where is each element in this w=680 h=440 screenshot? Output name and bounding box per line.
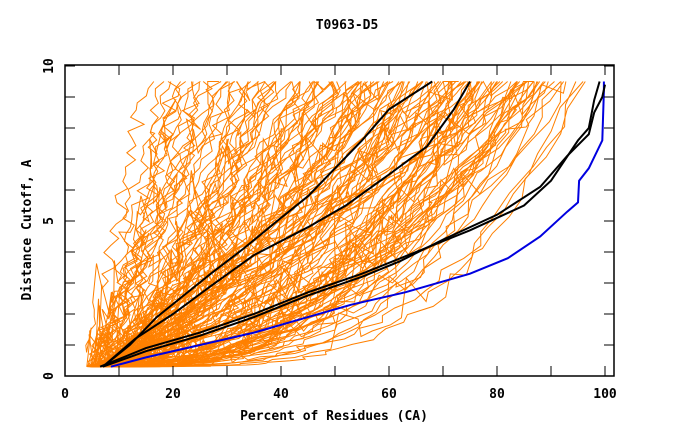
background-model-curve	[105, 81, 260, 368]
background-model-curve	[114, 81, 368, 368]
y-axis-ticks	[65, 65, 614, 377]
background-model-curve	[108, 81, 276, 368]
y-tick-label: 0	[42, 372, 57, 380]
highlight-blue-curve	[110, 81, 605, 368]
chart-title: T0963-D5	[316, 18, 379, 33]
highlight-black-1-curve	[102, 80, 433, 368]
background-model-curve	[95, 81, 470, 367]
highlighted-model-curves	[99, 80, 606, 368]
x-tick-label: 40	[273, 387, 289, 402]
y-axis-tick-labels: 0 5 10	[42, 58, 57, 380]
background-model-curve	[116, 81, 544, 368]
x-axis-tick-labels: 0 20 40 60 80 100	[61, 387, 617, 402]
x-axis-label: Percent of Residues (CA)	[240, 409, 428, 424]
background-model-curve	[95, 81, 172, 367]
background-model-curve	[109, 81, 518, 368]
x-tick-label: 20	[165, 387, 181, 402]
background-model-curve	[102, 81, 200, 368]
background-model-curve	[110, 81, 528, 368]
background-model-curve	[96, 81, 442, 368]
background-model-curve	[85, 81, 155, 367]
highlight-black-2-curve	[102, 80, 471, 368]
background-model-curve	[105, 81, 231, 368]
background-model-curve	[109, 81, 586, 368]
background-model-curve	[97, 81, 565, 368]
background-model-curve	[90, 81, 242, 367]
background-model-curve	[103, 81, 341, 367]
x-tick-label: 60	[381, 387, 397, 402]
background-model-curve	[92, 81, 577, 368]
background-model-curves	[85, 80, 586, 368]
background-model-curve	[106, 81, 301, 368]
highlight-black-3-curve	[99, 81, 601, 368]
background-model-curve	[115, 81, 546, 368]
background-model-curve	[90, 81, 528, 368]
background-model-curve	[106, 80, 501, 368]
background-model-curve	[105, 81, 535, 368]
y-axis-label: Distance Cutoff, A	[20, 159, 35, 300]
background-model-curve	[88, 81, 492, 368]
background-model-curve	[96, 81, 555, 368]
background-model-curve	[110, 81, 492, 368]
background-model-curve	[98, 81, 562, 368]
x-tick-label: 80	[489, 387, 505, 402]
background-model-curve	[97, 81, 467, 367]
background-model-curve	[112, 81, 518, 368]
background-model-curve	[95, 81, 504, 368]
y-tick-label: 10	[42, 58, 57, 74]
background-model-curve	[87, 81, 265, 367]
x-tick-label: 0	[61, 387, 69, 402]
background-model-curve	[87, 81, 229, 368]
background-model-curve	[89, 81, 201, 368]
background-model-curve	[96, 81, 293, 368]
highlight-black-4-curve	[102, 84, 606, 368]
x-tick-label: 100	[593, 387, 617, 402]
background-model-curve	[110, 81, 389, 368]
background-model-curve	[118, 81, 429, 368]
y-tick-label: 5	[42, 217, 57, 225]
x-axis-ticks	[64, 65, 606, 376]
